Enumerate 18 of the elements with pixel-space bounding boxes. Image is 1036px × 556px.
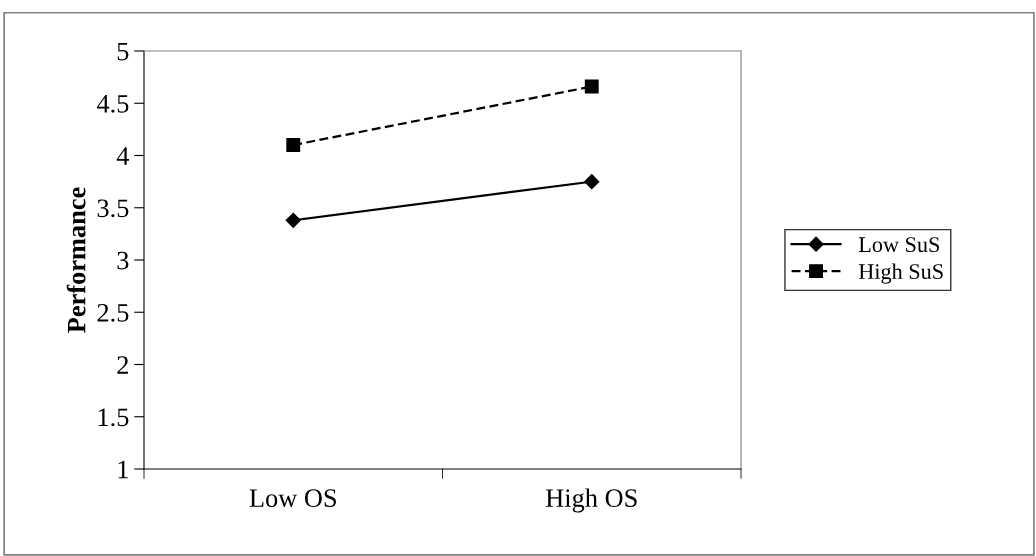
point xyxy=(285,212,301,228)
legend-label: High SuS xyxy=(858,263,943,284)
y-tick-label: 2 xyxy=(117,356,128,374)
y-tick-label: 1.5 xyxy=(98,408,129,427)
y-tick-label: 2.5 xyxy=(97,303,129,322)
y-tick-label: 3.5 xyxy=(97,199,129,218)
y-tick-label: 4 xyxy=(116,147,129,165)
y-tick-label: 3 xyxy=(117,251,129,270)
point xyxy=(584,174,600,190)
y-tick-label: 1 xyxy=(118,460,128,479)
point xyxy=(584,79,599,94)
x-tick-label: High OS xyxy=(545,488,637,513)
y-tick-label: 4.5 xyxy=(96,95,129,113)
legend-label: Low SuS xyxy=(858,237,940,253)
x-tick-label: Low OS xyxy=(249,489,336,508)
y-tick-label: 5 xyxy=(117,42,129,61)
point xyxy=(286,138,301,152)
y-axis-title: Performance xyxy=(66,187,86,333)
